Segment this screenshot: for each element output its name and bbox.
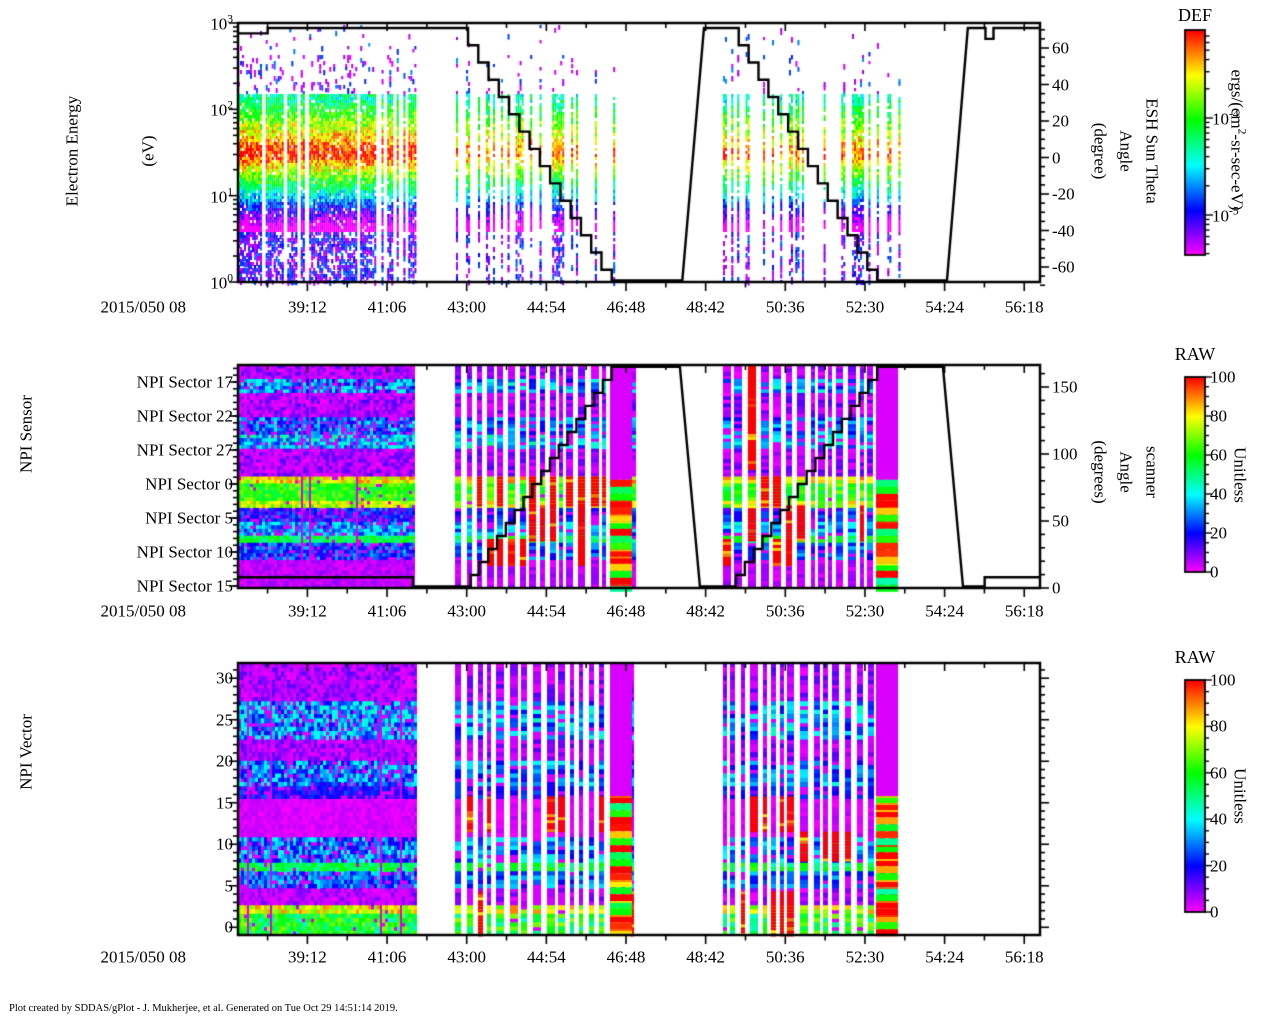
x-tick-label: 41:06	[367, 601, 407, 621]
right-axis-tick-label: 40	[1052, 75, 1069, 94]
footer-credit: Plot created by SDDAS/gPlot - J. Mukherj…	[9, 1003, 398, 1014]
x-tick-label: 48:42	[686, 297, 726, 317]
sector-label: NPI Sector 15	[136, 576, 233, 596]
colorbar-unit-label: ergs/(cm2-sr-sec-eV)	[1227, 69, 1249, 211]
date-label: 2015/050 08	[100, 947, 186, 967]
panel2-right-axis-label: scanner	[1142, 446, 1162, 498]
x-tick-label: 39:12	[288, 947, 327, 967]
date-label: 2015/050 08	[100, 297, 186, 317]
y-tick-label: 100	[210, 271, 233, 293]
sector-label: NPI Sector 5	[145, 508, 233, 528]
colorbar-tick-label: 100	[1210, 670, 1236, 690]
panel1-right-axis-label: (degree)	[1090, 122, 1110, 180]
panel1-axis-unit: (eV)	[138, 135, 158, 167]
x-tick-label: 46:48	[606, 297, 646, 317]
right-axis-tick-label: -40	[1052, 221, 1075, 240]
x-tick-label: 41:06	[367, 947, 407, 967]
x-tick-label: 52:30	[845, 297, 885, 317]
x-tick-label: 46:48	[606, 947, 646, 967]
right-axis-tick-label: 20	[1052, 111, 1069, 131]
x-tick-label: 43:00	[447, 601, 487, 621]
x-tick-label: 52:30	[845, 601, 885, 621]
x-tick-label: 39:12	[288, 601, 327, 621]
panel2-right-axis-label: (degrees)	[1090, 440, 1110, 504]
y-tick-label: 25	[216, 710, 233, 730]
x-tick-label: 44:54	[526, 297, 566, 317]
sector-label: NPI Sector 0	[145, 474, 233, 494]
y-tick-label: 101	[210, 185, 233, 206]
sector-label: NPI Sector 22	[136, 406, 233, 426]
panel1-axis-title: Electron Energy	[62, 95, 82, 207]
colorbar-unit-label: Unitless	[1230, 446, 1250, 503]
sector-label: NPI Sector 27	[136, 440, 233, 460]
sector-label: NPI Sector 17	[136, 372, 233, 392]
x-tick-label: 48:42	[686, 947, 726, 967]
x-tick-label: 44:54	[526, 601, 566, 621]
x-tick-label: 41:06	[367, 297, 407, 317]
x-tick-label: 48:42	[686, 601, 726, 621]
right-axis-tick-label: 50	[1052, 511, 1069, 531]
y-tick-label: 5	[224, 876, 234, 896]
colorbar-tick-label: 60	[1210, 445, 1227, 465]
panel1-right-axis-label: ESH Sun Theta	[1142, 98, 1162, 204]
colorbar-unit-label: Unitless	[1230, 768, 1250, 824]
right-axis-tick-label: -60	[1052, 257, 1075, 277]
colorbar-tick-label: 20	[1210, 856, 1227, 876]
y-tick-label: 30	[216, 668, 233, 688]
colorbar-title-def: DEF	[1177, 5, 1213, 25]
colorbar-tick-label: 100	[1210, 367, 1236, 387]
x-tick-label: 39:12	[288, 297, 327, 317]
right-axis-tick-label: 150	[1052, 377, 1078, 397]
x-tick-label: 46:48	[606, 601, 646, 621]
y-tick-label: 0	[224, 917, 234, 937]
colorbar-tick-label: 40	[1210, 484, 1227, 504]
right-axis-tick-label: 0	[1052, 578, 1061, 598]
y-tick-label: 20	[216, 751, 233, 771]
panel2-right-axis-label: Angle	[1116, 451, 1136, 493]
x-tick-label: 43:00	[447, 297, 487, 317]
x-tick-label: 56:18	[1004, 297, 1044, 317]
panel1-right-axis-label: Angle	[1116, 130, 1136, 172]
x-tick-label: 56:18	[1004, 947, 1044, 967]
x-tick-label: 54:24	[925, 601, 964, 621]
colorbar-tick-label: 40	[1210, 809, 1227, 829]
x-tick-label: 56:18	[1004, 601, 1044, 621]
colorbar-tick-label: 60	[1210, 763, 1227, 783]
x-tick-label: 54:24	[925, 947, 964, 967]
colorbar-tick-label: 0	[1210, 562, 1219, 582]
date-label: 2015/050 08	[100, 601, 186, 621]
x-tick-label: 44:54	[526, 947, 566, 967]
y-tick-label: 15	[216, 793, 233, 813]
y-tick-label: 10	[216, 834, 233, 854]
y-tick-label: 103	[210, 12, 233, 34]
x-tick-label: 43:00	[447, 947, 487, 967]
x-tick-label: 50:36	[765, 297, 805, 317]
colorbar-tick-label: 20	[1210, 523, 1227, 543]
right-axis-tick-label: 0	[1052, 148, 1061, 167]
panel2-axis-title: NPI Sensor	[16, 395, 36, 473]
panel3-axis-title: NPI Vector	[16, 714, 36, 790]
x-tick-label: 54:24	[925, 297, 964, 317]
sector-label: NPI Sector 10	[136, 542, 233, 562]
x-tick-label: 50:36	[765, 947, 805, 967]
colorbar-tick-label: 0	[1210, 902, 1219, 922]
colorbar-tick-label: 80	[1210, 716, 1227, 736]
colorbar-tick-label: 80	[1210, 406, 1227, 426]
colorbar-title-raw: RAW	[1174, 344, 1216, 364]
right-axis-tick-label: 100	[1052, 444, 1078, 464]
x-tick-label: 52:30	[845, 947, 885, 967]
right-axis-tick-label: -20	[1052, 184, 1075, 204]
colorbar-tick-label: 10-4	[1212, 107, 1239, 129]
y-tick-label: 102	[210, 99, 233, 120]
colorbar-title-raw: RAW	[1174, 647, 1216, 667]
colorbar-tick-label: 10-5	[1212, 204, 1239, 226]
x-tick-label: 50:36	[765, 601, 805, 621]
right-axis-tick-label: 60	[1052, 38, 1069, 58]
